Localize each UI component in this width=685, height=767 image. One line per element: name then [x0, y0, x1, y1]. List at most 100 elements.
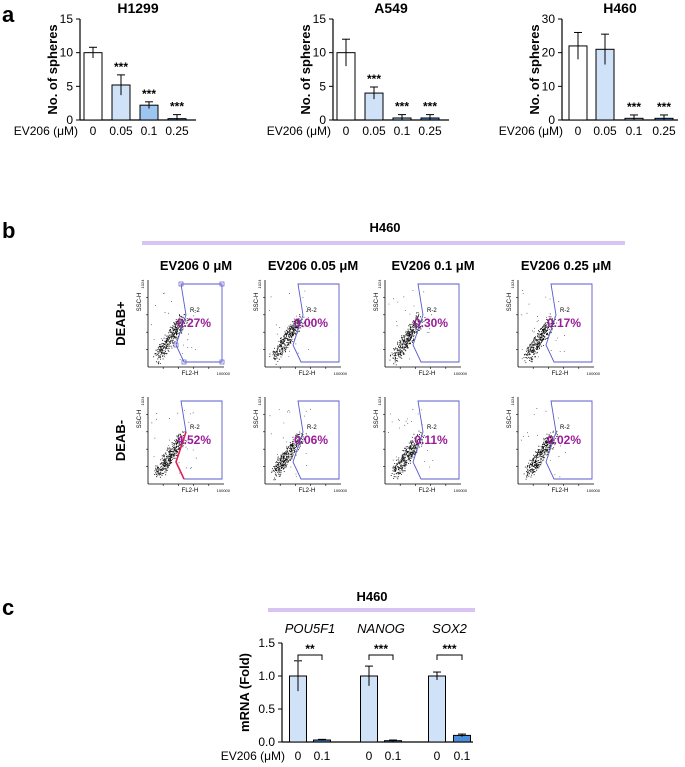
- x-tick-label: 0: [575, 124, 582, 138]
- significance-marker: ***: [170, 100, 184, 114]
- bar-chart-h1299: H1299 No. of spheres 0 5 10 15 0 *** 0.05 *** 0.1 *…: [14, 0, 196, 138]
- gate-percentage: 0.17%: [547, 316, 581, 330]
- gate-percentage: 0.11%: [414, 433, 448, 447]
- gate-label: R-2: [560, 308, 570, 314]
- gate-percentage: 4.52%: [177, 433, 211, 447]
- x-axis-prefix-label: EV206 (μM): [14, 124, 78, 138]
- x-tick-label: 0.1: [141, 124, 158, 138]
- panel-label-a: a: [2, 2, 15, 27]
- gate-region: [412, 283, 460, 363]
- gate-percentage: 0.27%: [177, 316, 211, 330]
- significance-marker: ***: [423, 100, 437, 114]
- y-tick-label: 10: [60, 46, 74, 60]
- plot-y-label: SSC-H: [137, 293, 143, 312]
- gene-label: POU5F1: [285, 621, 336, 636]
- x-tick-label: 0.1: [626, 124, 643, 138]
- chart-title: A549: [374, 0, 408, 16]
- y-tick-label: 10: [313, 46, 327, 60]
- significance-bracket: [436, 654, 463, 660]
- scatter-points: [521, 408, 566, 480]
- gate-percentage: 0.02%: [547, 433, 581, 447]
- y-tick-label: 0.5: [258, 702, 275, 716]
- x-tick-label: 0.25: [418, 124, 442, 138]
- flow-plot: FL2-H SSC-H 100000 1024 R-2 0.30%: [374, 279, 468, 377]
- flow-plot: FL2-H SSC-H 100000 1024 R-2 4.52%: [137, 396, 231, 494]
- flow-plot: FL2-H SSC-H 100000 1024 R-2 0.17%: [507, 279, 601, 377]
- y-tick-label: 15: [60, 12, 74, 26]
- gate-label: R-2: [427, 425, 437, 431]
- gate-label: R-2: [307, 308, 317, 314]
- x-axis-prefix-label: EV206 (μM): [267, 124, 331, 138]
- row-header: DEAB-: [113, 420, 128, 461]
- plot-y-max-tick: 1024: [257, 396, 262, 406]
- flow-plot: FL2-H SSC-H 100000 1024 R-2 0.27%: [137, 279, 231, 377]
- column-header: EV206 0.25 μM: [521, 258, 611, 273]
- x-tick-label: 0: [90, 124, 97, 138]
- significance-marker: ***: [442, 642, 456, 656]
- significance-marker: ***: [657, 100, 671, 114]
- x-tick-label: 0.1: [385, 749, 402, 763]
- plot-y-max-tick: 1024: [257, 279, 262, 289]
- x-tick-label: 0.25: [652, 124, 676, 138]
- gate-region: [292, 400, 340, 480]
- scatter-points: [269, 290, 311, 365]
- gate-percentage: 0.00%: [294, 316, 328, 330]
- gate-percentage: 0.06%: [294, 433, 328, 447]
- gate-region: [545, 400, 593, 480]
- plot-x-label: FL2-H: [419, 488, 436, 494]
- x-tick-label: 0: [366, 749, 373, 763]
- x-axis-prefix-label: EV206 (μM): [221, 749, 285, 763]
- gate-label: R-2: [307, 425, 317, 431]
- x-tick-label: 0: [434, 749, 441, 763]
- plot-y-max-tick: 1024: [140, 396, 145, 406]
- scatter-points: [388, 290, 432, 366]
- y-tick-label: 1.5: [258, 636, 275, 650]
- x-tick-label: 0.25: [165, 124, 189, 138]
- panel-label-b: b: [2, 218, 15, 243]
- y-tick-label: 15: [313, 12, 327, 26]
- plot-x-max-tick: 100000: [334, 371, 348, 376]
- plot-x-label: FL2-H: [299, 371, 316, 377]
- plot-x-max-tick: 100000: [217, 371, 231, 376]
- column-header: EV206 0.05 μM: [268, 258, 358, 273]
- x-tick-label: 0.1: [454, 749, 471, 763]
- y-tick-label: 30: [542, 12, 556, 26]
- gate-label: R-2: [427, 308, 437, 314]
- plot-y-max-tick: 1024: [377, 279, 382, 289]
- plot-y-label: SSC-H: [507, 293, 513, 312]
- significance-marker: ***: [627, 100, 641, 114]
- x-tick-label: 0: [295, 749, 302, 763]
- mrna-bar-chart: mRNA (Fold) 0.0 0.5 1.0 1.5 POU5F1 0 0.1 ** NANOG…: [221, 621, 473, 763]
- flow-plot: FL2-H SSC-H 100000 1024 R-2 0.00%: [254, 279, 348, 377]
- y-tick-label: 0: [66, 113, 73, 127]
- plot-x-max-tick: 100000: [587, 488, 601, 493]
- bar-chart-a549: A549 No. of spheres 0 5 10 15 0 *** 0.05 *** 0.1 **…: [267, 0, 449, 138]
- x-tick-label: 0.1: [314, 749, 331, 763]
- gate-percentage: 0.30%: [414, 316, 448, 330]
- scatter-points: [521, 290, 565, 364]
- y-tick-label: 0.0: [258, 735, 275, 749]
- plot-x-label: FL2-H: [552, 488, 569, 494]
- plot-x-label: FL2-H: [552, 371, 569, 377]
- plot-x-label: FL2-H: [299, 488, 316, 494]
- gate-handle: [173, 342, 179, 348]
- y-axis-label: No. of spheres: [527, 24, 542, 114]
- column-header: EV206 0 μM: [160, 258, 232, 273]
- plot-y-label: SSC-H: [254, 410, 260, 429]
- significance-marker: ***: [395, 100, 409, 114]
- flow-plot: FL2-H SSC-H 100000 1024 R-2 0.02%: [507, 396, 601, 494]
- chart-title: H460: [603, 0, 637, 16]
- significance-bracket: [297, 654, 323, 660]
- significance-bracket: [368, 654, 394, 660]
- plot-x-max-tick: 100000: [454, 371, 468, 376]
- gate-region: [545, 283, 593, 363]
- significance-marker: ***: [374, 642, 388, 656]
- scatter-points: [269, 408, 311, 481]
- plot-x-label: FL2-H: [419, 371, 436, 377]
- y-tick-label: 10: [542, 79, 556, 93]
- column-header: EV206 0.1 μM: [391, 258, 474, 273]
- gate-region: [175, 283, 223, 363]
- x-tick-label: 0.05: [362, 124, 386, 138]
- plot-x-max-tick: 100000: [334, 488, 348, 493]
